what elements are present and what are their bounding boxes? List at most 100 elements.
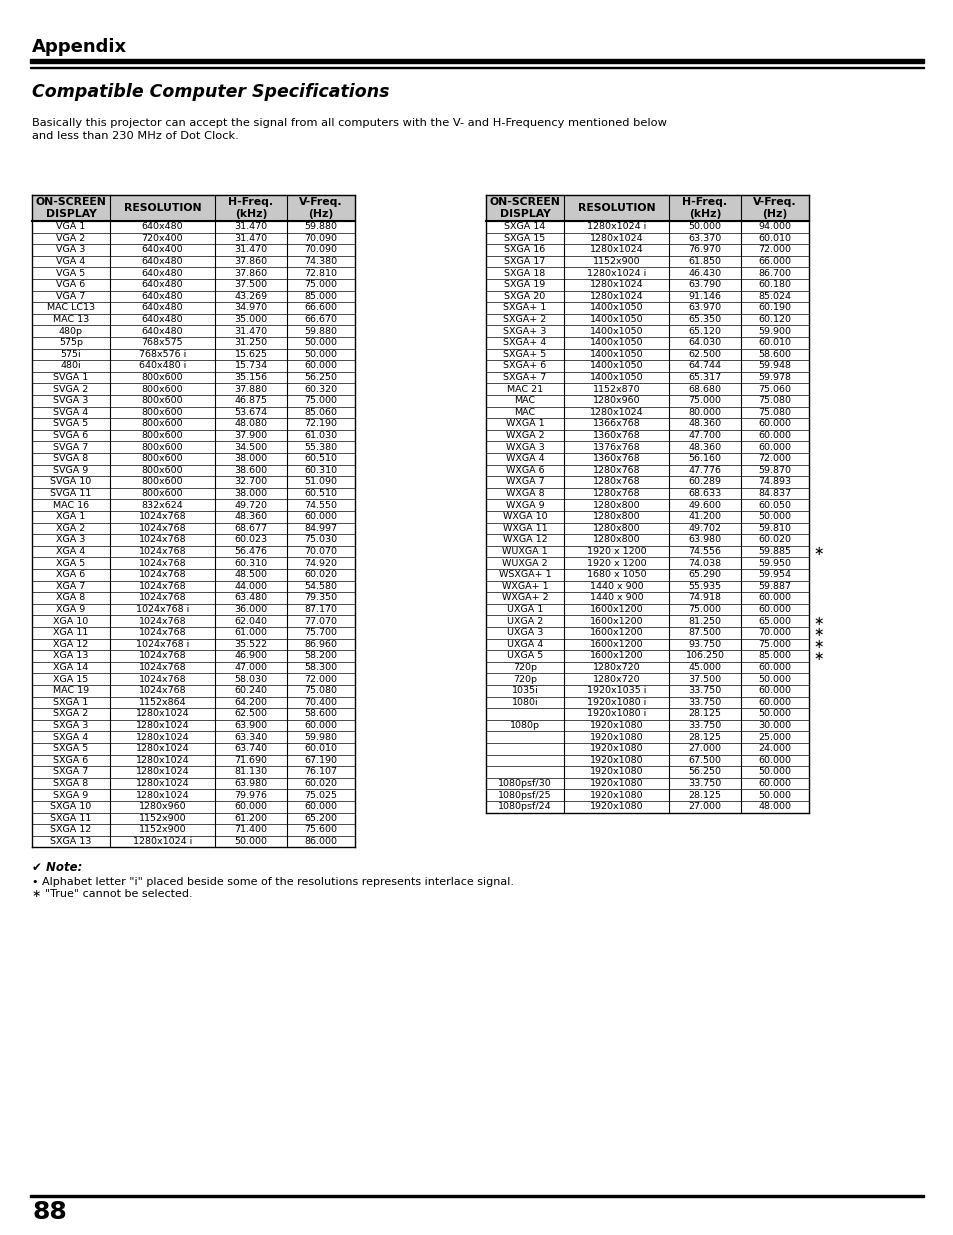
Text: 1920x1080: 1920x1080 [589, 803, 642, 811]
Text: VGA 7: VGA 7 [56, 291, 86, 301]
Text: 1920x1080: 1920x1080 [589, 790, 642, 800]
Text: WXGA 12: WXGA 12 [502, 536, 547, 545]
Text: WUXGA 1: WUXGA 1 [501, 547, 547, 556]
Text: 1024x768: 1024x768 [138, 629, 186, 637]
Text: 63.790: 63.790 [688, 280, 720, 289]
Text: 1024x768: 1024x768 [138, 524, 186, 532]
Text: 60.000: 60.000 [758, 663, 791, 672]
Text: XGA 11: XGA 11 [53, 629, 89, 637]
Text: 62.040: 62.040 [234, 616, 267, 626]
Text: WSXGA+ 1: WSXGA+ 1 [498, 571, 551, 579]
Text: 85.000: 85.000 [758, 652, 791, 661]
Text: 74.556: 74.556 [688, 547, 720, 556]
Text: 640x480: 640x480 [142, 222, 183, 231]
Text: 60.020: 60.020 [758, 536, 791, 545]
Text: 1400x1050: 1400x1050 [589, 327, 642, 336]
Text: 56.160: 56.160 [688, 454, 720, 463]
Text: 1920x1080: 1920x1080 [589, 732, 642, 742]
Text: 28.125: 28.125 [688, 732, 720, 742]
Text: 800x600: 800x600 [142, 489, 183, 498]
Text: 1080p: 1080p [510, 721, 539, 730]
Text: 74.893: 74.893 [758, 478, 791, 487]
Text: 1080psf/30: 1080psf/30 [497, 779, 551, 788]
Text: 63.370: 63.370 [688, 233, 720, 243]
Text: 1280x720: 1280x720 [592, 663, 639, 672]
Text: 640x480: 640x480 [142, 291, 183, 301]
Text: 31.250: 31.250 [234, 338, 267, 347]
Text: 1440 x 900: 1440 x 900 [589, 582, 642, 590]
Text: SXGA+ 5: SXGA+ 5 [503, 350, 546, 359]
Text: 47.776: 47.776 [688, 466, 720, 475]
Text: 1152x864: 1152x864 [138, 698, 186, 706]
Text: XGA 7: XGA 7 [56, 582, 86, 590]
Text: 86.000: 86.000 [304, 837, 337, 846]
Text: • Alphabet letter "i" placed beside some of the resolutions represents interlace: • Alphabet letter "i" placed beside some… [32, 877, 514, 888]
Text: 30.000: 30.000 [758, 721, 791, 730]
Text: 64.030: 64.030 [688, 338, 720, 347]
Text: 60.000: 60.000 [304, 362, 337, 370]
Text: 31.470: 31.470 [234, 222, 267, 231]
Text: ON-SCREEN
DISPLAY: ON-SCREEN DISPLAY [489, 198, 559, 219]
Text: 35.156: 35.156 [234, 373, 267, 382]
Bar [30, 67, 923, 68]
Text: 1152x900: 1152x900 [138, 825, 186, 835]
Text: MAC LC13: MAC LC13 [47, 304, 95, 312]
Text: 800x600: 800x600 [142, 466, 183, 475]
Text: XGA 9: XGA 9 [56, 605, 86, 614]
Text: 1280x768: 1280x768 [592, 466, 639, 475]
Text: 1400x1050: 1400x1050 [589, 315, 642, 324]
Text: SXGA 19: SXGA 19 [504, 280, 545, 289]
Text: 85.024: 85.024 [758, 291, 791, 301]
Text: 72.000: 72.000 [304, 674, 337, 684]
Text: 44.000: 44.000 [234, 582, 267, 590]
Text: 640x480: 640x480 [142, 257, 183, 266]
Text: SXGA 3: SXGA 3 [53, 721, 89, 730]
Text: 85.000: 85.000 [304, 291, 337, 301]
Text: 68.677: 68.677 [234, 524, 267, 532]
Text: 1280x1024: 1280x1024 [135, 709, 189, 719]
Text: 35.522: 35.522 [234, 640, 267, 648]
Text: SXGA 20: SXGA 20 [504, 291, 545, 301]
Text: 75.080: 75.080 [304, 687, 337, 695]
Text: 48.360: 48.360 [688, 442, 720, 452]
Text: SXGA 7: SXGA 7 [53, 767, 89, 777]
Text: WXGA 3: WXGA 3 [505, 442, 544, 452]
Text: XGA 3: XGA 3 [56, 536, 86, 545]
Text: 1920x1080 i: 1920x1080 i [586, 698, 645, 706]
Text: 60.000: 60.000 [304, 803, 337, 811]
Text: RESOLUTION: RESOLUTION [578, 203, 655, 212]
Text: SVGA 3: SVGA 3 [53, 396, 89, 405]
Text: 31.470: 31.470 [234, 233, 267, 243]
Text: 72.810: 72.810 [304, 269, 337, 278]
Text: ∗: ∗ [812, 650, 822, 662]
Text: 50.000: 50.000 [688, 222, 720, 231]
Text: 58.300: 58.300 [304, 663, 337, 672]
Text: 35.000: 35.000 [234, 315, 267, 324]
Text: 63.340: 63.340 [234, 732, 268, 742]
Text: RESOLUTION: RESOLUTION [124, 203, 201, 212]
Text: 1920x1080 i: 1920x1080 i [586, 709, 645, 719]
Text: 1280x1024: 1280x1024 [135, 756, 189, 764]
Text: 60.000: 60.000 [758, 442, 791, 452]
Bar [30, 59, 923, 63]
Text: 48.500: 48.500 [234, 571, 267, 579]
Text: 1920x1080: 1920x1080 [589, 721, 642, 730]
Text: V-Freq.
(Hz): V-Freq. (Hz) [299, 198, 342, 219]
Text: 1280x768: 1280x768 [592, 478, 639, 487]
Text: 1024x768: 1024x768 [138, 674, 186, 684]
Text: 1024x768: 1024x768 [138, 513, 186, 521]
Text: 1080psf/24: 1080psf/24 [497, 803, 551, 811]
Text: 60.010: 60.010 [758, 338, 791, 347]
Text: 37.860: 37.860 [234, 269, 267, 278]
Text: SXGA 10: SXGA 10 [51, 803, 91, 811]
Text: 33.750: 33.750 [688, 721, 720, 730]
Text: 60.000: 60.000 [758, 756, 791, 764]
Text: 59.870: 59.870 [758, 466, 791, 475]
Text: 1440 x 900: 1440 x 900 [589, 594, 642, 603]
Text: 59.887: 59.887 [758, 582, 791, 590]
Text: 1024x768: 1024x768 [138, 547, 186, 556]
Text: 720x400: 720x400 [142, 233, 183, 243]
Text: 1280x1024: 1280x1024 [135, 779, 189, 788]
Text: ∗: ∗ [812, 626, 822, 640]
Text: 1680 x 1050: 1680 x 1050 [586, 571, 645, 579]
